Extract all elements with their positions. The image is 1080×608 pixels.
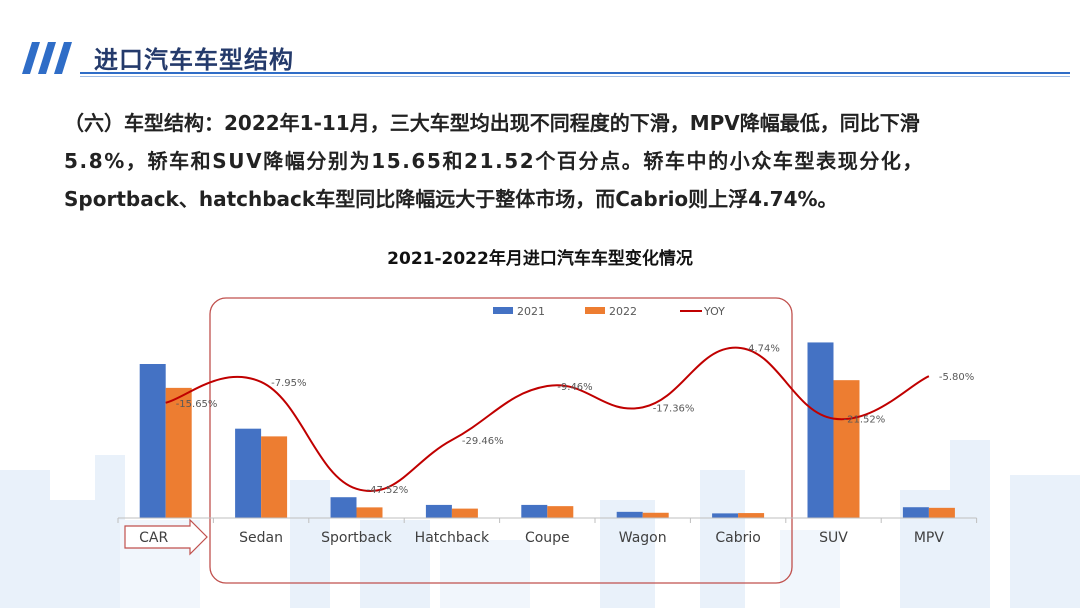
yoy-data-label-suv: -21.52%	[844, 415, 886, 426]
body-paragraph: （六）车型结构：2022年1-11月，三大车型均出现不同程度的下滑，MPV降幅最…	[64, 104, 1054, 218]
bar-2022-sedan	[261, 436, 288, 518]
bar-2021-cabrio	[712, 513, 739, 518]
bar-2022-hatchback	[451, 508, 478, 518]
bar-2022-car	[165, 387, 192, 518]
x-tick-label-coupe: Coupe	[525, 530, 570, 546]
x-tick-label-cabrio: Cabrio	[715, 530, 760, 546]
bar-2021-wagon	[616, 511, 643, 518]
x-tick-label-hatchback: Hatchback	[415, 530, 490, 546]
header-divider	[80, 72, 1070, 74]
body-line: （六）车型结构：2022年1-11月，三大车型均出现不同程度的下滑，MPV降幅最…	[64, 111, 920, 135]
bar-2022-wagon	[642, 512, 669, 518]
bar-2021-mpv	[902, 507, 929, 518]
yoy-data-label-hatchback: -29.46%	[462, 436, 504, 447]
legend-swatch-2022	[585, 307, 605, 314]
bar-2022-suv	[833, 380, 860, 518]
yoy-data-label-sportback: -47.52%	[367, 485, 409, 496]
bar-2021-car	[139, 364, 166, 518]
bar-2021-sedan	[235, 428, 262, 518]
yoy-data-label-cabrio: 4.74%	[748, 344, 780, 355]
page-title: 进口汽车车型结构	[94, 46, 294, 74]
x-tick-label-sedan: Sedan	[239, 530, 283, 546]
x-tick-label-suv: SUV	[819, 530, 848, 546]
yoy-data-label-car: -15.65%	[176, 399, 218, 410]
bar-2021-sportback	[330, 497, 357, 518]
bar-2022-cabrio	[738, 513, 765, 518]
yoy-line	[165, 346, 930, 492]
legend-swatch-2021	[493, 307, 513, 314]
legend-label-yoy: YOY	[703, 305, 725, 318]
body-line: Sportback、hatchback车型同比降幅远大于整体市场，而Cabrio…	[64, 187, 838, 211]
x-tick-label-mpv: MPV	[914, 530, 945, 546]
bar-2022-mpv	[928, 507, 955, 518]
bar-2021-suv	[807, 342, 834, 518]
bar-2021-hatchback	[425, 504, 452, 518]
x-tick-label-sportback: Sportback	[321, 530, 393, 546]
legend-label-2021: 2021	[517, 305, 545, 318]
body-line: 5.8%，轿车和SUV降幅分别为15.65和21.52个百分点。轿车中的小众车型…	[64, 149, 925, 173]
header-slash-icon	[22, 42, 72, 74]
header-divider-thin	[80, 76, 1070, 77]
yoy-data-label-mpv: -5.80%	[939, 372, 974, 383]
x-tick-label-wagon: Wagon	[619, 530, 667, 546]
bar-2022-coupe	[547, 506, 574, 518]
x-tick-label-car: CAR	[139, 530, 168, 546]
yoy-data-label-wagon: -17.36%	[653, 403, 695, 414]
legend-label-2022: 2022	[609, 305, 637, 318]
chart-title: 2021-2022年月进口汽车车型变化情况	[387, 249, 693, 269]
car-arrow-shape	[124, 518, 208, 556]
yoy-data-label-coupe: -9.46%	[557, 382, 592, 393]
yoy-data-label-sedan: -7.95%	[271, 378, 306, 389]
bar-2021-coupe	[521, 504, 548, 518]
bar-2022-sportback	[356, 507, 383, 518]
small-car-highlight-box	[209, 297, 793, 584]
